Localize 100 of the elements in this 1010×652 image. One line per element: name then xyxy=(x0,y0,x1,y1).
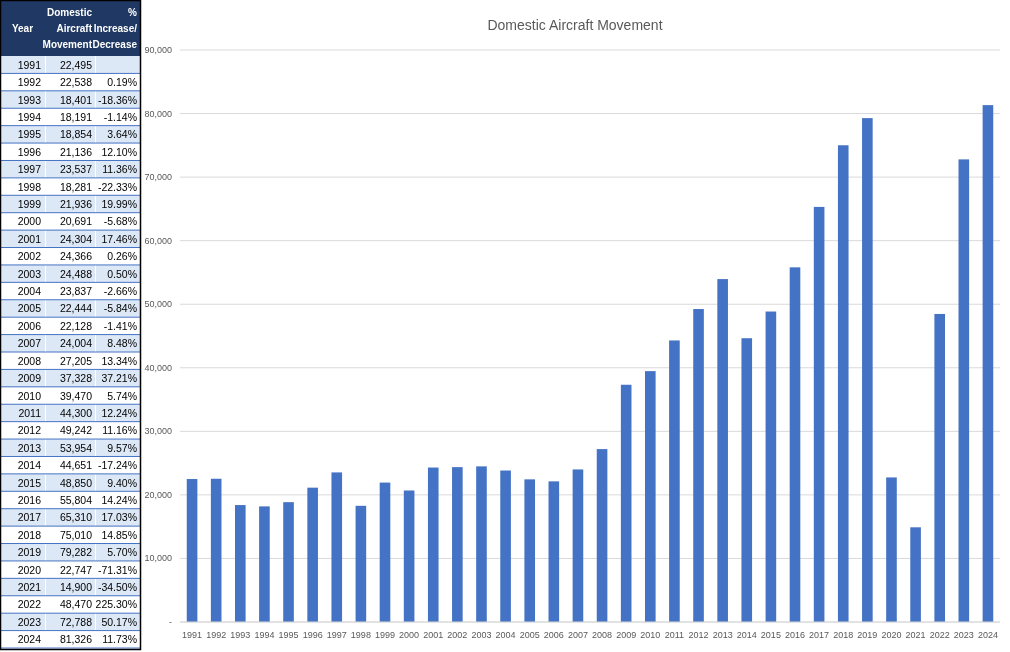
y-tick-label: 2021 xyxy=(17,581,42,594)
x-tick-label: 2003 xyxy=(471,630,492,640)
y-tick-label: 1998 xyxy=(17,180,42,193)
data-label: 5.74% xyxy=(107,389,137,402)
data-label: 24,004 xyxy=(59,337,93,350)
data-label: 27,205 xyxy=(59,354,93,367)
data-label: 48,850 xyxy=(59,476,93,489)
data-label: 18,191 xyxy=(59,110,93,123)
bar xyxy=(958,159,970,622)
x-tick-label: 1999 xyxy=(374,630,396,640)
data-label: 23,537 xyxy=(59,163,93,176)
y-tick-label: 2013 xyxy=(17,441,42,454)
y-tick-label: 2010 xyxy=(17,389,42,402)
y-tick-label: 2000 xyxy=(17,215,42,228)
y-tick-label: 2020 xyxy=(17,563,42,576)
data-label: 22,747 xyxy=(59,563,93,576)
bar xyxy=(331,472,343,622)
bar xyxy=(234,505,246,622)
data-label: 75,010 xyxy=(59,528,93,541)
data-label: 65,310 xyxy=(59,511,93,524)
data-label: 17.46% xyxy=(101,232,137,245)
bar xyxy=(355,505,367,622)
data-label: 11.16% xyxy=(102,424,137,437)
y-tick-label: 1996 xyxy=(17,145,42,158)
bar xyxy=(862,118,873,622)
x-tick-label: 2007 xyxy=(567,630,588,640)
y-tick-label: 2018 xyxy=(17,528,42,541)
y-tick-label: 2007 xyxy=(17,337,42,350)
x-tick-label: 1997 xyxy=(326,630,347,640)
bar xyxy=(789,267,801,622)
y-tick-label: 2014 xyxy=(17,459,42,472)
bar xyxy=(669,340,680,622)
y-tick-label: 2015 xyxy=(17,476,42,489)
y-tick-label: 1991 xyxy=(17,58,42,71)
data-label: 21,136 xyxy=(59,145,93,158)
x-tick-label: % Increase/ Decrease xyxy=(92,7,138,50)
bar xyxy=(307,487,318,622)
y-tick-label: 1992 xyxy=(17,76,42,89)
bar xyxy=(186,479,198,622)
bar xyxy=(452,467,463,622)
data-label: -1.41% xyxy=(103,319,137,332)
bar xyxy=(934,313,946,622)
data-label: 81,326 xyxy=(59,633,93,646)
data-label: 11.36% xyxy=(102,163,137,176)
x-tick-label: 1991 xyxy=(182,630,203,640)
data-label: 24,366 xyxy=(59,250,93,263)
y-tick-label: 90,000 xyxy=(144,45,172,55)
data-label: 21,936 xyxy=(59,198,93,210)
y-tick-label: 50,000 xyxy=(144,299,172,310)
bar xyxy=(259,506,270,622)
bar xyxy=(693,309,704,622)
data-label: 8.48% xyxy=(107,337,137,350)
x-tick-label: 2014 xyxy=(736,630,757,640)
y-tick-label: 1999 xyxy=(17,198,42,210)
x-tick-label: 2020 xyxy=(881,630,902,640)
data-label: 0.50% xyxy=(107,267,137,280)
bar xyxy=(500,470,511,622)
data-label: 23,837 xyxy=(59,285,93,298)
bar xyxy=(620,384,632,622)
y-tick-label: 70,000 xyxy=(144,172,172,183)
x-tick-label: 2000 xyxy=(399,630,420,640)
data-label: 44,651 xyxy=(59,459,93,472)
x-tick-label: 2002 xyxy=(447,630,468,640)
data-label: 14,900 xyxy=(59,581,93,594)
x-tick-label: 1998 xyxy=(350,630,371,640)
y-tick-label: 2008 xyxy=(17,354,42,367)
x-tick-label: 2006 xyxy=(543,630,564,640)
x-tick-label: 2022 xyxy=(929,630,950,640)
data-label: -5.84% xyxy=(103,302,137,315)
bar xyxy=(717,279,728,622)
y-tick-label: 40,000 xyxy=(144,362,172,373)
data-label: 37.21% xyxy=(101,372,137,385)
y-tick-label: 2004 xyxy=(17,285,42,298)
data-label: 225.30% xyxy=(95,598,137,611)
data-label: 9.57% xyxy=(107,441,137,454)
data-label: 0.19% xyxy=(107,76,137,89)
data-label: 12.24% xyxy=(101,406,137,419)
bar xyxy=(886,477,897,622)
bar xyxy=(476,466,487,622)
data-label: 5.70% xyxy=(107,546,137,559)
data-label: -1.14% xyxy=(103,110,137,123)
x-tick-label: 2013 xyxy=(712,630,733,640)
y-tick-label: 2002 xyxy=(17,250,42,263)
data-label: 20,691 xyxy=(59,215,93,228)
y-tick-label: 2006 xyxy=(17,319,42,332)
x-tick-label: 2016 xyxy=(784,630,806,640)
x-tick-label: 1995 xyxy=(278,630,299,640)
data-label: 17.03% xyxy=(101,511,137,524)
bar xyxy=(427,467,439,622)
y-axis-title: Year xyxy=(11,23,34,34)
bar xyxy=(548,481,560,622)
data-label: 0.26% xyxy=(107,250,137,263)
data-label: 22,128 xyxy=(59,319,93,332)
bar xyxy=(596,449,608,622)
data-label: 12.10% xyxy=(101,145,137,158)
x-tick-label: 1992 xyxy=(206,630,227,640)
y-tick-label: 1993 xyxy=(17,93,42,106)
x-tick-label: 2021 xyxy=(905,630,926,640)
data-label: 18,281 xyxy=(59,180,93,193)
x-tick-label: 2024 xyxy=(977,630,998,640)
